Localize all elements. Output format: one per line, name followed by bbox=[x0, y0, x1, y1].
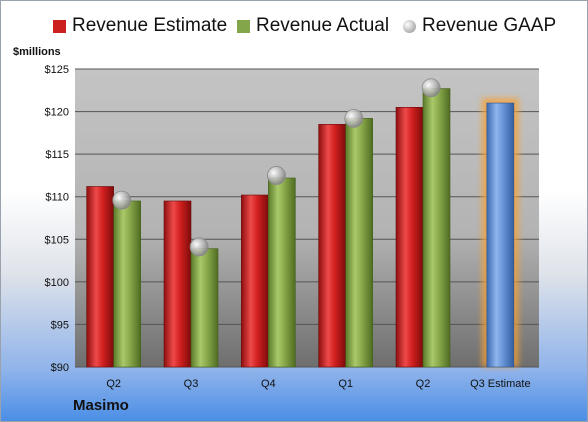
marker-revenue-gaap bbox=[112, 190, 132, 210]
legend-label-estimate: Revenue Estimate bbox=[72, 15, 228, 36]
x-tick-label: Q1 bbox=[338, 378, 353, 390]
x-tick-label: Q3 bbox=[184, 378, 199, 390]
y-tick-label: $115 bbox=[45, 149, 69, 161]
y-tick-label: $105 bbox=[45, 234, 69, 246]
legend-label-gaap: Revenue GAAP bbox=[422, 15, 557, 36]
bar-revenue-estimate bbox=[395, 107, 424, 368]
bar-revenue-actual bbox=[345, 118, 373, 368]
y-tick-label: $110 bbox=[45, 192, 69, 204]
marker-revenue-gaap bbox=[267, 166, 286, 185]
bar-revenue-actual bbox=[268, 177, 296, 368]
y-tick-label: $120 bbox=[45, 107, 69, 119]
bar-revenue-actual bbox=[422, 88, 451, 368]
bars bbox=[86, 88, 519, 368]
legend-swatch-actual bbox=[237, 19, 250, 33]
legend-item-revenue-actual: Revenue Actual bbox=[237, 15, 389, 37]
legend-swatch-estimate bbox=[53, 19, 66, 33]
legend-item-revenue-estimate: Revenue Estimate bbox=[53, 15, 227, 37]
x-tick-label: Q3 Estimate bbox=[470, 378, 531, 390]
y-tick-labels: $90 $95 $100 $105 $110 $115 $120 $125 bbox=[45, 64, 69, 374]
y-axis-unit-label: $millions bbox=[13, 46, 61, 58]
y-tick-label: $100 bbox=[45, 277, 69, 289]
bar-revenue-estimate bbox=[318, 124, 346, 368]
legend-item-revenue-gaap: Revenue GAAP bbox=[403, 15, 556, 37]
y-tick-label: $95 bbox=[51, 319, 69, 331]
x-tick-label: Q2 bbox=[106, 378, 121, 390]
bar-revenue-actual bbox=[113, 200, 141, 368]
x-tick-labels: Q2 Q3 Q4 Q1 Q2 Q3 Estimate bbox=[106, 378, 530, 390]
bar-revenue-estimate bbox=[241, 194, 269, 368]
marker-revenue-gaap bbox=[189, 237, 209, 257]
y-tick-label: $125 bbox=[45, 64, 69, 76]
x-tick-label: Q4 bbox=[261, 378, 276, 390]
legend-marker-gaap bbox=[403, 19, 416, 33]
y-tick-label: $90 bbox=[51, 362, 69, 374]
gridlines bbox=[75, 68, 539, 368]
bar-revenue-actual bbox=[190, 248, 219, 368]
marker-revenue-gaap bbox=[344, 108, 364, 128]
bar-q3-estimate bbox=[486, 102, 515, 368]
bar-revenue-estimate bbox=[163, 200, 192, 368]
gaap-markers bbox=[112, 78, 441, 257]
x-tick-label: Q2 bbox=[416, 378, 431, 390]
bar-revenue-estimate bbox=[86, 186, 114, 368]
company-name: Masimo bbox=[73, 397, 129, 414]
plot-area bbox=[75, 69, 539, 367]
legend-label-actual: Revenue Actual bbox=[256, 15, 390, 36]
marker-revenue-gaap bbox=[421, 78, 441, 98]
legend: Revenue Estimate Revenue Actual Revenue … bbox=[1, 15, 587, 43]
